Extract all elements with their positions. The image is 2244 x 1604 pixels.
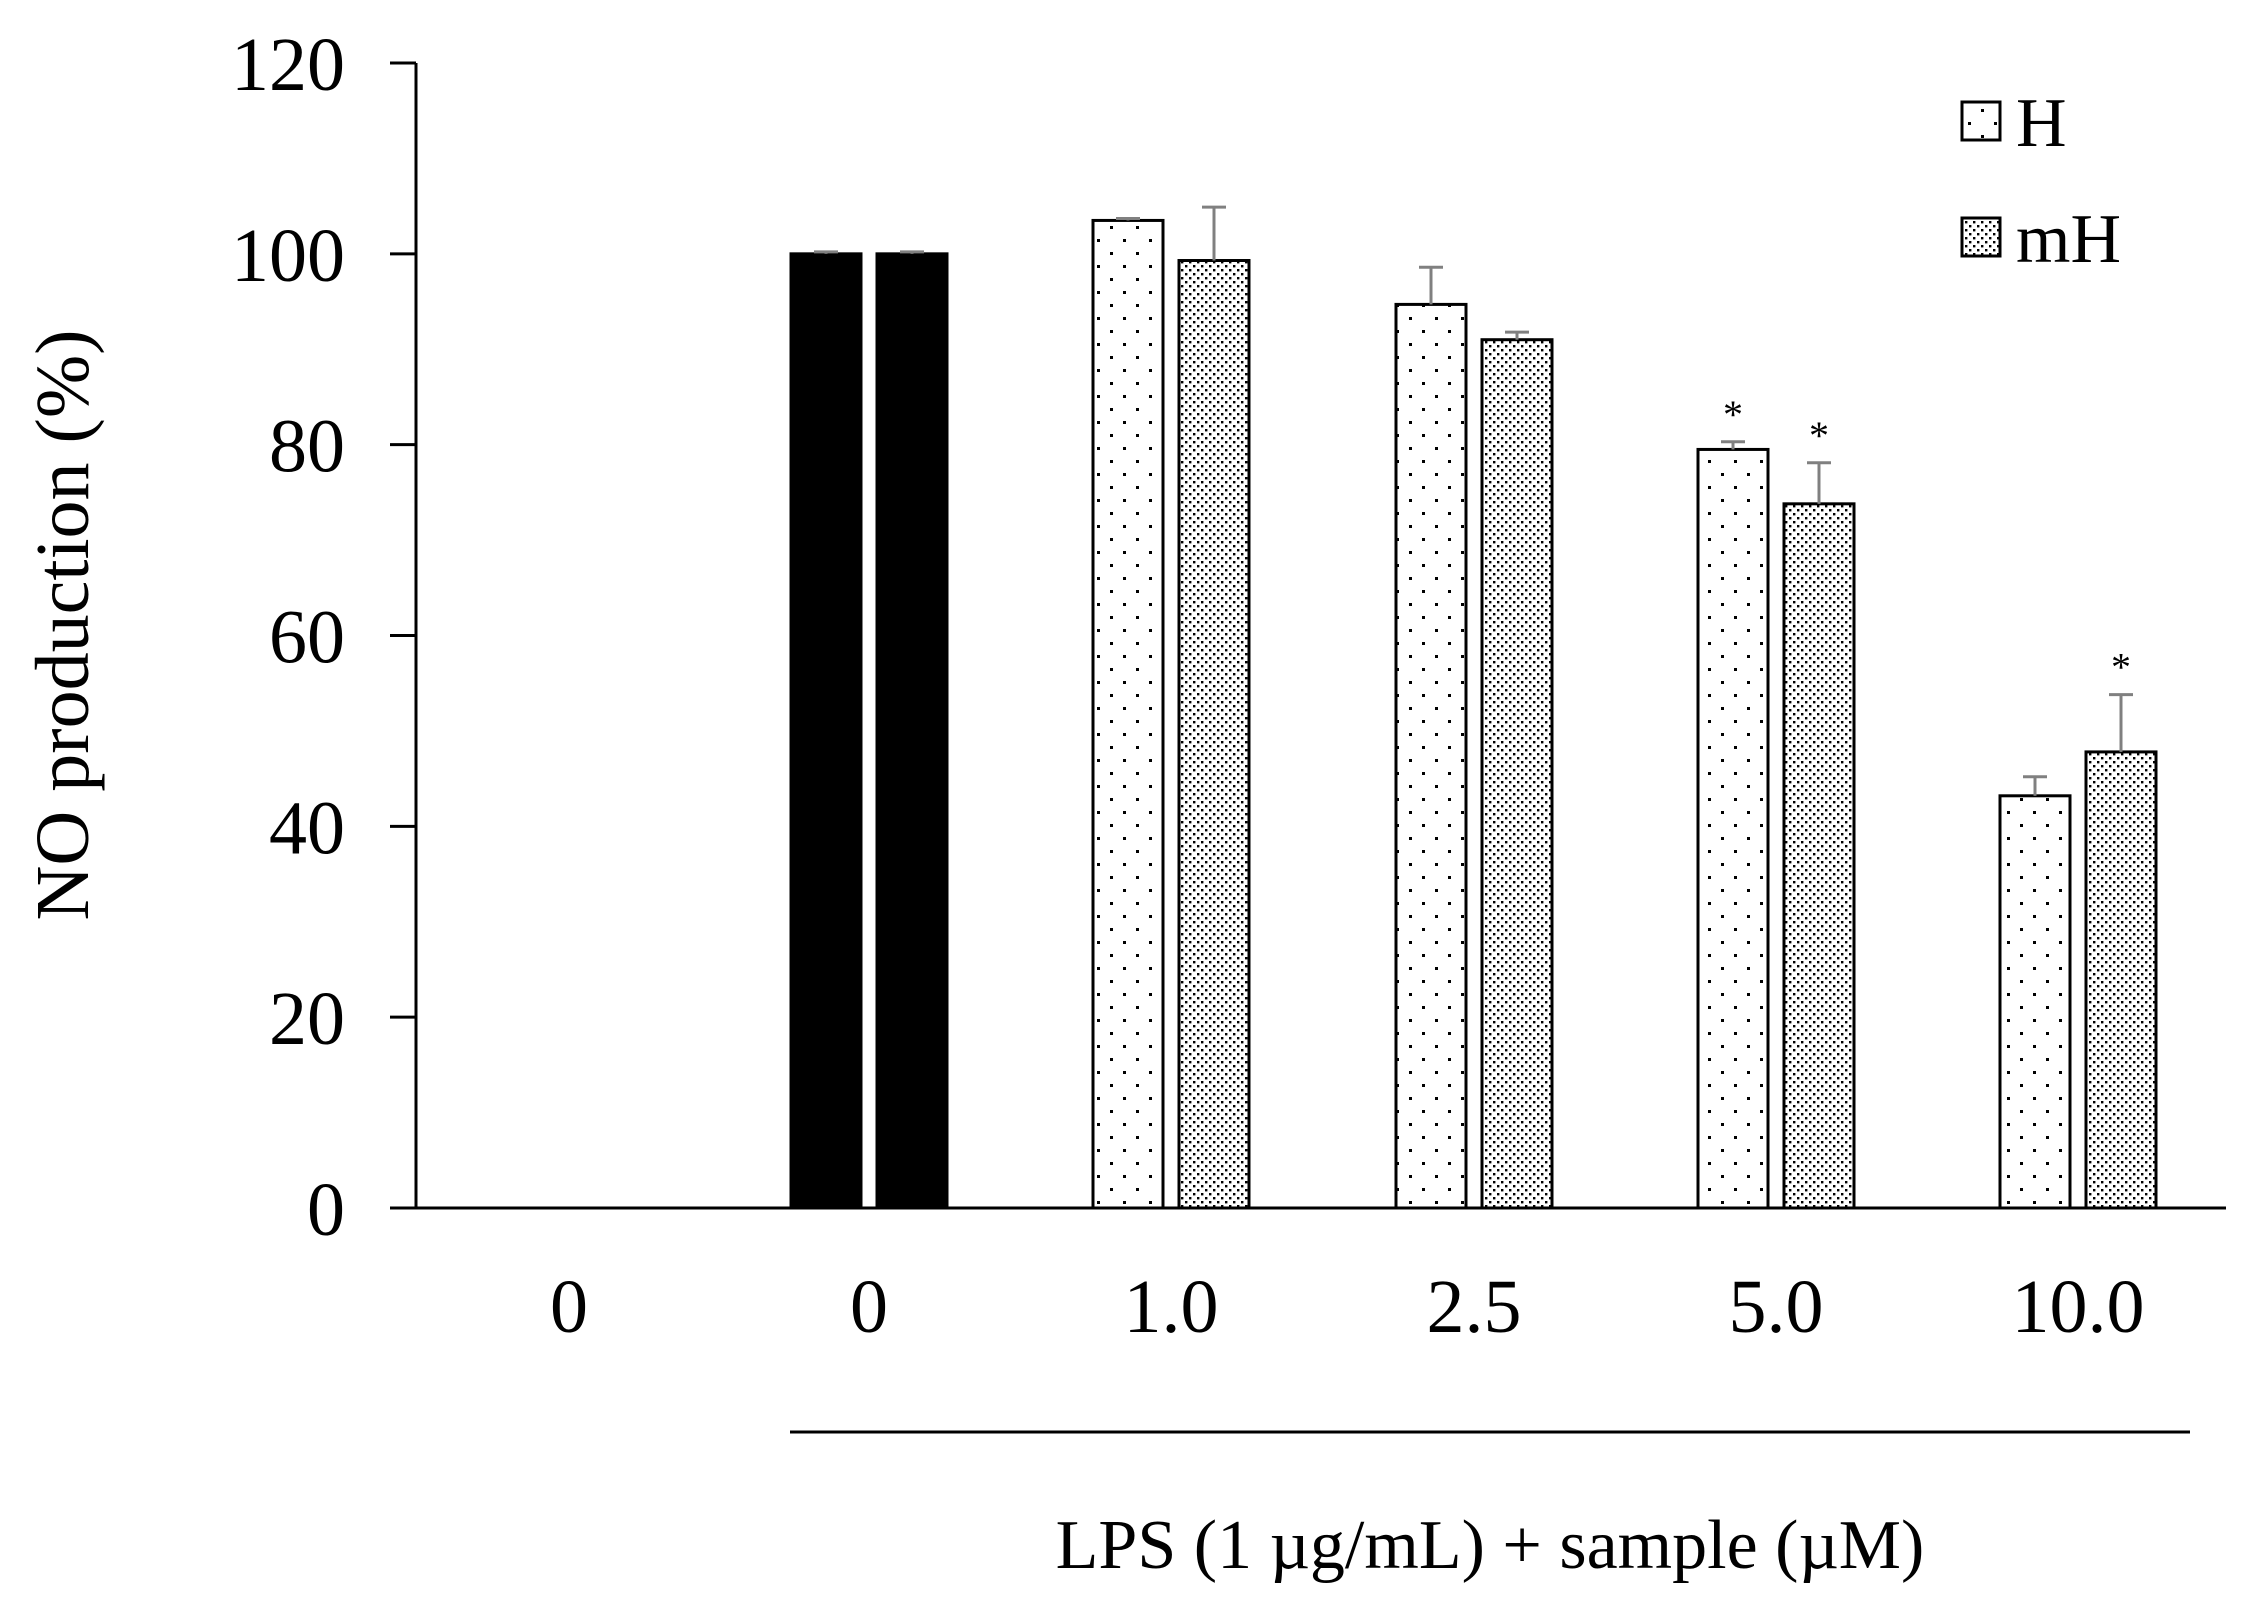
bar-H-3	[1394, 302, 1468, 1210]
x-tick-label: 1.0	[1124, 1265, 1219, 1349]
bar-mH-4	[1782, 502, 1856, 1210]
y-tick-label: 0	[307, 1168, 345, 1252]
legend: HmH	[1960, 85, 2121, 278]
y-tick-label: 20	[269, 977, 345, 1061]
significance-asterisk: *	[1809, 413, 1829, 458]
bar-mH-5	[2084, 750, 2158, 1210]
x-tick-label: 5.0	[1729, 1265, 1824, 1349]
y-tick-label: 40	[269, 786, 345, 870]
bar-H-1	[789, 252, 863, 1210]
y-axis-tick-labels: 0 20 40 60 80 100 120	[231, 23, 345, 1252]
legend-swatch-mH	[1960, 216, 2002, 258]
x-tick-label: 0	[850, 1265, 888, 1349]
bar-series	[789, 218, 2158, 1210]
error-bars	[814, 205, 2133, 796]
y-axis-title: NO production (%)	[21, 330, 105, 921]
bar-mH-1	[875, 252, 949, 1210]
x-tick-label: 10.0	[2012, 1265, 2145, 1349]
significance-asterisk: *	[2111, 645, 2131, 690]
y-tick-label: 100	[231, 214, 345, 298]
bar-mH-2	[1177, 259, 1251, 1210]
significance-asterisk: *	[1723, 392, 1743, 437]
x-tick-label: 0	[550, 1265, 588, 1349]
x-axis-tick-labels: 0 0 1.0 2.5 5.0 10.0	[550, 1265, 2145, 1349]
bar-mH-3	[1480, 338, 1554, 1210]
y-tick-label: 60	[269, 596, 345, 680]
x-tick-label: 2.5	[1427, 1265, 1522, 1349]
y-axis-ticks	[390, 61, 416, 1210]
bar-H-4	[1696, 447, 1770, 1210]
significance-markers: * * *	[1723, 392, 2131, 690]
y-tick-label: 120	[231, 23, 345, 107]
legend-label-mH: mH	[2016, 201, 2121, 278]
bar-H-2	[1091, 218, 1165, 1210]
bar-H-5	[1998, 794, 2072, 1210]
y-tick-label: 80	[269, 405, 345, 489]
x-axis-title: LPS (1 µg/mL) + sample (µM)	[1056, 1507, 1925, 1584]
legend-swatch-H	[1960, 100, 2002, 142]
legend-label-H: H	[2016, 85, 2067, 162]
